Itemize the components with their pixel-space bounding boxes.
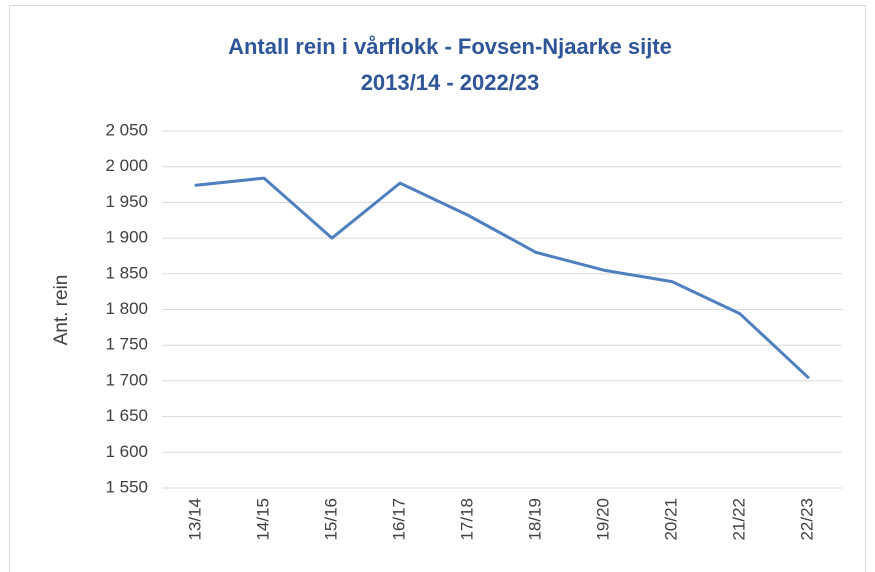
x-tick-label: 13/14 — [185, 498, 204, 541]
x-tick-label: 16/17 — [389, 498, 408, 541]
x-tick-label: 19/20 — [593, 498, 612, 541]
line — [194, 176, 810, 379]
x-tick-label: 14/15 — [253, 498, 272, 541]
y-tick-label: 1 800 — [105, 299, 148, 318]
x-tick-label: 18/19 — [525, 498, 544, 541]
x-tick-label: 17/18 — [457, 498, 476, 541]
y-tick-label: 2 000 — [105, 156, 148, 175]
x-tick-label: 15/16 — [321, 498, 340, 541]
chart-border — [9, 5, 866, 572]
x-tick-label: 21/22 — [729, 498, 748, 541]
y-tick-label: 1 750 — [105, 335, 148, 354]
y-tick-label: 2 050 — [105, 120, 148, 139]
y-tick-label: 1 850 — [105, 263, 148, 282]
y-tick-label: 1 550 — [105, 477, 148, 496]
x-tick-label: 20/21 — [661, 498, 680, 541]
y-tick-label: 1 700 — [105, 370, 148, 389]
y-tick-label: 1 600 — [105, 442, 148, 461]
x-tick-label: 22/23 — [797, 498, 816, 541]
y-axis-label: Ant. rein — [51, 275, 72, 346]
y-tick-label: 1 950 — [105, 192, 148, 211]
chart-title: Antall rein i vårflokk - Fovsen-Njaarke … — [228, 34, 672, 59]
y-tick-label: 1 900 — [105, 228, 148, 247]
chart-subtitle: 2013/14 - 2022/23 — [361, 70, 540, 95]
y-tick-label: 1 650 — [105, 406, 148, 425]
